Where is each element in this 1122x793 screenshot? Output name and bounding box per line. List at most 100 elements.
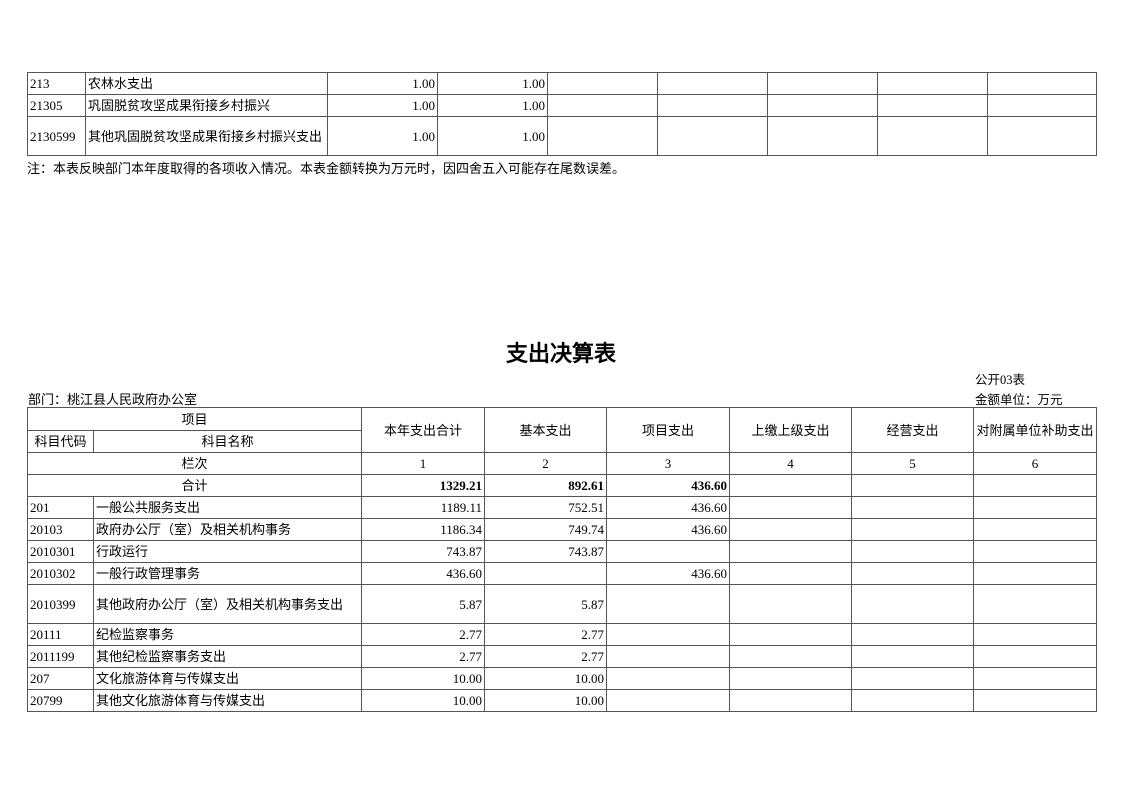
row-value <box>606 540 731 563</box>
row-value: 749.74 <box>484 518 608 541</box>
row-value: 1.00 <box>327 116 438 156</box>
row-value <box>606 645 731 668</box>
department-label: 部门：桃江县人民政府办公室 <box>28 392 198 407</box>
row-value <box>973 584 1098 624</box>
row-value: 10.00 <box>484 689 608 712</box>
header-name: 科目名称 <box>92 430 363 453</box>
row-code: 21305 <box>27 94 86 117</box>
row-value <box>851 496 975 519</box>
row-value <box>987 116 1097 156</box>
row-value <box>851 584 975 624</box>
row-value <box>973 540 1098 563</box>
expenditure-table: 项目 本年支出合计 基本支出 项目支出 上缴上级支出 经营支出 对附属单位补助支… <box>26 407 1098 712</box>
row-value: 2.77 <box>361 623 486 646</box>
row-value <box>729 623 853 646</box>
index-number: 4 <box>729 452 853 475</box>
row-value <box>606 584 731 624</box>
row-value: 2.77 <box>484 645 608 668</box>
row-value <box>973 623 1098 646</box>
row-name: 其他政府办公厅（室）及相关机构事务支出 <box>92 584 363 624</box>
row-value: 436.60 <box>606 518 731 541</box>
table-row: 20111 纪检监察事务 2.77 2.77 <box>27 623 1098 646</box>
row-code: 20799 <box>27 689 94 712</box>
row-code: 207 <box>27 667 94 690</box>
row-value: 1.00 <box>327 72 438 95</box>
row-value <box>851 540 975 563</box>
row-code: 2130599 <box>27 116 86 156</box>
index-number: 6 <box>973 452 1098 475</box>
row-code: 201 <box>27 496 94 519</box>
row-value: 10.00 <box>361 667 486 690</box>
row-value <box>767 94 878 117</box>
row-value: 5.87 <box>484 584 608 624</box>
total-value <box>851 474 975 497</box>
row-code: 2010399 <box>27 584 94 624</box>
row-value <box>606 689 731 712</box>
total-value <box>973 474 1098 497</box>
row-value <box>973 496 1098 519</box>
row-value: 1.00 <box>327 94 438 117</box>
row-value <box>729 584 853 624</box>
row-value: 2.77 <box>361 645 486 668</box>
row-value <box>877 94 988 117</box>
row-value <box>547 94 658 117</box>
income-table-continued: 213 农林水支出 1.00 1.00 21305 巩固脱贫攻坚成果衔接乡村振兴 1.00 1… <box>27 72 1097 156</box>
row-value <box>729 496 853 519</box>
row-value <box>973 518 1098 541</box>
row-value: 2.77 <box>484 623 608 646</box>
row-name: 其他巩固脱贫攻坚成果衔接乡村振兴支出 <box>85 116 328 156</box>
row-value <box>851 667 975 690</box>
row-value <box>851 689 975 712</box>
table-row: 21305 巩固脱贫攻坚成果衔接乡村振兴 1.00 1.00 <box>27 94 1097 117</box>
row-value: 1.00 <box>437 116 548 156</box>
row-value <box>729 540 853 563</box>
table-row: 2010399 其他政府办公厅（室）及相关机构事务支出 5.87 5.87 <box>27 584 1098 624</box>
row-value: 436.60 <box>606 562 731 585</box>
header-col: 经营支出 <box>851 407 975 453</box>
row-value <box>767 72 878 95</box>
row-value <box>729 518 853 541</box>
row-value: 1.00 <box>437 94 548 117</box>
row-value <box>729 667 853 690</box>
row-value: 10.00 <box>484 667 608 690</box>
row-value <box>877 72 988 95</box>
row-name: 行政运行 <box>92 540 363 563</box>
table-row: 2130599 其他巩固脱贫攻坚成果衔接乡村振兴支出 1.00 1.00 <box>27 116 1097 156</box>
row-name: 纪检监察事务 <box>92 623 363 646</box>
row-value <box>657 94 768 117</box>
index-number: 5 <box>851 452 975 475</box>
row-value <box>851 518 975 541</box>
row-value: 1186.34 <box>361 518 486 541</box>
row-value <box>547 116 658 156</box>
row-value <box>606 623 731 646</box>
row-value <box>606 667 731 690</box>
row-name: 其他文化旅游体育与传媒支出 <box>92 689 363 712</box>
row-value <box>973 562 1098 585</box>
row-name: 文化旅游体育与传媒支出 <box>92 667 363 690</box>
row-code: 2010301 <box>27 540 94 563</box>
row-code: 2011199 <box>27 645 94 668</box>
row-value <box>851 645 975 668</box>
row-name: 一般行政管理事务 <box>92 562 363 585</box>
row-value <box>729 645 853 668</box>
row-value: 752.51 <box>484 496 608 519</box>
row-name: 其他纪检监察事务支出 <box>92 645 363 668</box>
table-row: 2010302 一般行政管理事务 436.60 436.60 <box>27 562 1098 585</box>
table-number: 公开03表 <box>975 373 1026 387</box>
row-value <box>851 623 975 646</box>
row-value <box>973 689 1098 712</box>
row-value <box>973 645 1098 668</box>
table-row: 2011199 其他纪检监察事务支出 2.77 2.77 <box>27 645 1098 668</box>
row-code: 20111 <box>27 623 94 646</box>
header-col: 基本支出 <box>484 407 608 453</box>
total-value <box>729 474 853 497</box>
row-value <box>729 689 853 712</box>
table-row: 20799 其他文化旅游体育与传媒支出 10.00 10.00 <box>27 689 1098 712</box>
row-value <box>877 116 988 156</box>
table-row: 201 一般公共服务支出 1189.11 752.51 436.60 <box>27 496 1098 519</box>
row-value <box>547 72 658 95</box>
header-col: 本年支出合计 <box>361 407 486 453</box>
row-name: 农林水支出 <box>85 72 328 95</box>
header-col: 项目支出 <box>606 407 731 453</box>
row-value <box>973 667 1098 690</box>
